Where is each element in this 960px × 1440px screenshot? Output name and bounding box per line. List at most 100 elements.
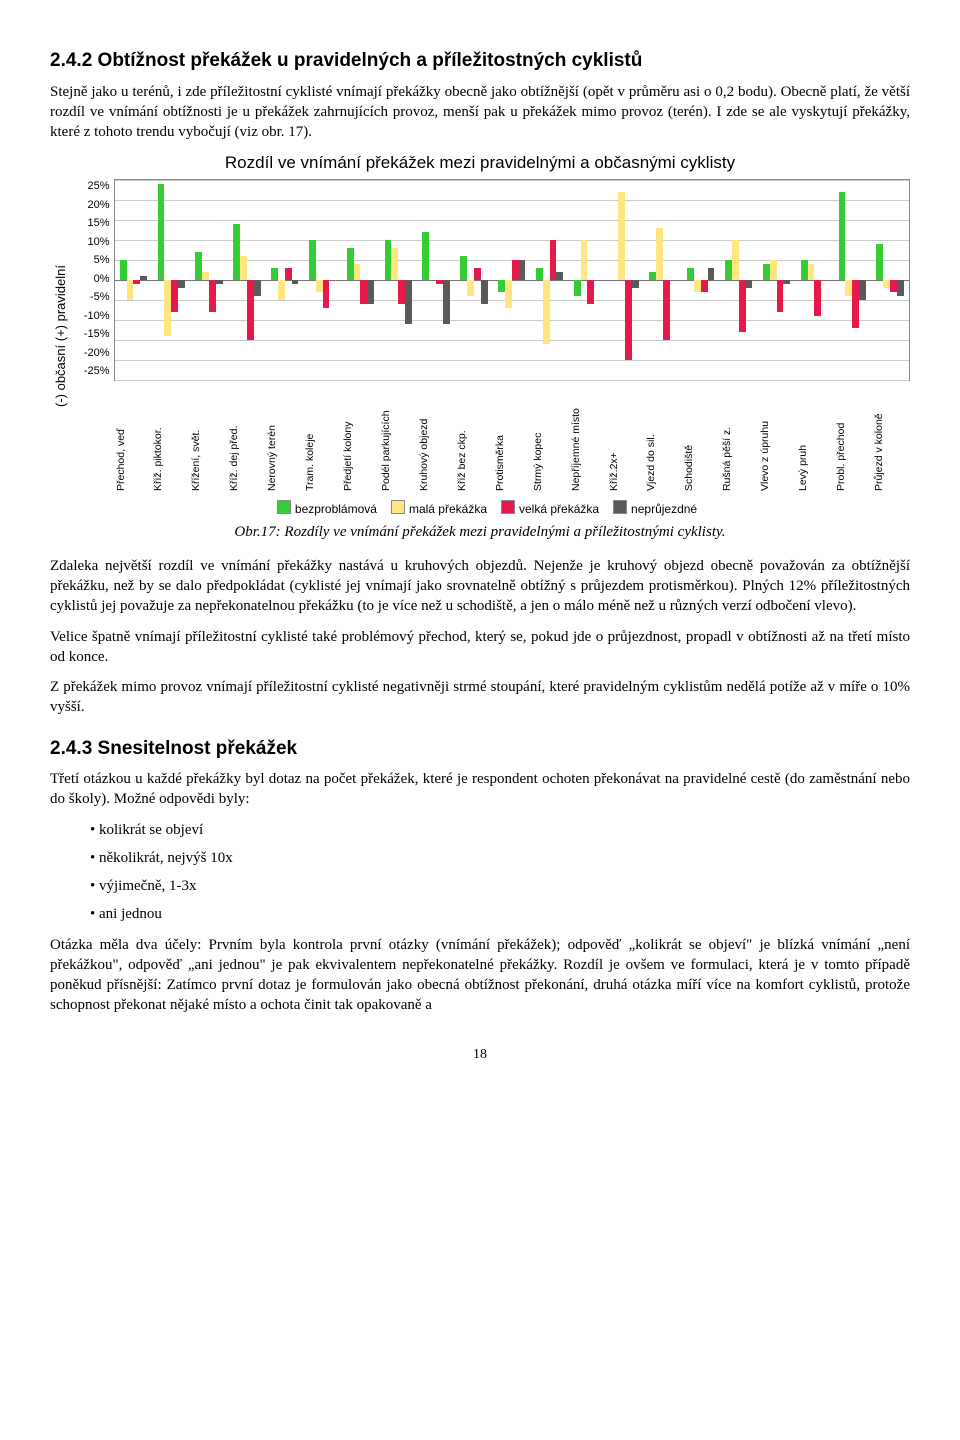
chart-x-tick: Strmý kopec (531, 381, 569, 494)
chart-x-tick: Křížení, svět. (189, 381, 227, 494)
chart-bar (519, 260, 526, 280)
bullet-item: kolikrát se objeví (90, 820, 910, 840)
chart-bar (505, 280, 512, 308)
chart-bar-group (720, 180, 758, 380)
chart-bar (732, 240, 739, 280)
bullet-list: kolikrát se objevíněkolikrát, nejvýš 10x… (90, 820, 910, 925)
chart-bar (725, 260, 732, 280)
legend-swatch (391, 500, 405, 514)
legend-swatch (501, 500, 515, 514)
chart-x-tick: Kříž. dej před. (227, 381, 265, 494)
chart-y-tick: 0% (72, 272, 110, 287)
chart-legend: bezproblámová malá překážka velká překážka… (50, 500, 910, 517)
chart-bar (127, 280, 134, 300)
chart-bar (770, 260, 777, 280)
chart-x-tick: Kruhový objezd (417, 381, 455, 494)
chart-y-tick: -10% (72, 309, 110, 324)
chart-bar (763, 264, 770, 280)
chart-bar-group (568, 180, 606, 380)
chart-bar-group (115, 180, 153, 380)
chart-bar-group (455, 180, 493, 380)
paragraph: Zdaleka největší rozdíl ve vnímání překá… (50, 556, 910, 617)
chart-x-tick: Přechod, veď (114, 381, 152, 494)
chart-bar (687, 268, 694, 280)
chart-bar-group (190, 180, 228, 380)
chart-bar-group (606, 180, 644, 380)
chart-bar (574, 280, 581, 296)
chart-x-tick: Kříž bez ckp. (455, 381, 493, 494)
chart-x-tick: Probl. přechod (834, 381, 872, 494)
chart-y-ticks: 25%20%15%10%5%0%-5%-10%-15%-20%-25% (72, 179, 114, 379)
chart-bar (309, 240, 316, 280)
chart-x-tick: Schodiště (682, 381, 720, 494)
chart-bar (498, 280, 505, 292)
chart-bar (649, 272, 656, 280)
chart-bar (876, 244, 883, 280)
chart-bar (354, 264, 361, 280)
chart-bar (852, 280, 859, 328)
chart-x-tick: Tram. koleje (303, 381, 341, 494)
chart-x-tick: Kříž. piktokor. (151, 381, 189, 494)
chart-bar (694, 280, 701, 292)
chart-bar (164, 280, 171, 336)
chart-bar (814, 280, 821, 316)
chart-bar (209, 280, 216, 312)
chart-bar (133, 280, 140, 284)
legend-label: velká překážka (519, 502, 599, 516)
chart-bar (550, 240, 557, 280)
chart-bar (316, 280, 323, 292)
chart-bar (808, 264, 815, 280)
chart-y-axis-label: (-) občasní (+) pravidelní (50, 179, 72, 494)
chart-bar (171, 280, 178, 312)
chart-bar (481, 280, 488, 304)
chart-bar (581, 240, 588, 280)
section-heading-242: 2.4.2 Obtížnost překážek u pravidelných … (50, 48, 910, 74)
chart-bar-group (342, 180, 380, 380)
chart-bar (625, 280, 632, 360)
paragraph: Z překážek mimo provoz vnímají příležito… (50, 677, 910, 718)
chart-bar (801, 260, 808, 280)
chart-bar-group (493, 180, 531, 380)
chart-x-tick: Levý pruh (796, 381, 834, 494)
legend-label: malá překážka (409, 502, 487, 516)
chart-x-tick: Průjezd v koloně (872, 381, 910, 494)
chart-bar (890, 280, 897, 292)
page-number: 18 (50, 1046, 910, 1065)
chart-x-tick: Nepříjemné místo (569, 381, 607, 494)
chart-y-tick: 15% (72, 216, 110, 231)
chart-y-tick: 25% (72, 179, 110, 194)
chart-bar (777, 280, 784, 312)
figure-caption: Obr.17: Rozdíly ve vnímání překážek mezi… (50, 522, 910, 542)
chart-bar-group (417, 180, 455, 380)
chart-bar (216, 280, 223, 284)
paragraph: Stejně jako u terénů, i zde příležitostn… (50, 82, 910, 143)
chart-bar (360, 280, 367, 304)
chart-bar-group (682, 180, 720, 380)
section-heading-243: 2.4.3 Snesitelnost překážek (50, 736, 910, 762)
chart-bar-group (644, 180, 682, 380)
chart-bar-group (266, 180, 304, 380)
chart-bar (536, 268, 543, 280)
chart-x-tick: Kříž.2x+ (607, 381, 645, 494)
chart-x-tick: Podél parkujících (379, 381, 417, 494)
chart-bar (120, 260, 127, 280)
chart-bar (422, 232, 429, 280)
chart-y-tick: 20% (72, 198, 110, 213)
chart-bar (247, 280, 254, 340)
chart-bar (398, 280, 405, 304)
chart-bar-group (152, 180, 190, 380)
bullet-item: ani jednou (90, 904, 910, 924)
chart-y-tick: -20% (72, 346, 110, 361)
chart-bar (391, 248, 398, 280)
legend-label: bezproblámová (295, 502, 377, 516)
chart-bar (783, 280, 790, 284)
chart-title: Rozdíl ve vnímání překážek mezi pravidel… (50, 152, 910, 175)
chart-container: Rozdíl ve vnímání překážek mezi pravidel… (50, 152, 910, 517)
chart-bar (467, 280, 474, 296)
chart-bar (739, 280, 746, 332)
chart-bar (240, 256, 247, 280)
chart-bar-group (795, 180, 833, 380)
chart-x-tick: Nerovný terén (265, 381, 303, 494)
chart-bar-group (379, 180, 417, 380)
chart-x-tick: Rušná pěší z. (720, 381, 758, 494)
